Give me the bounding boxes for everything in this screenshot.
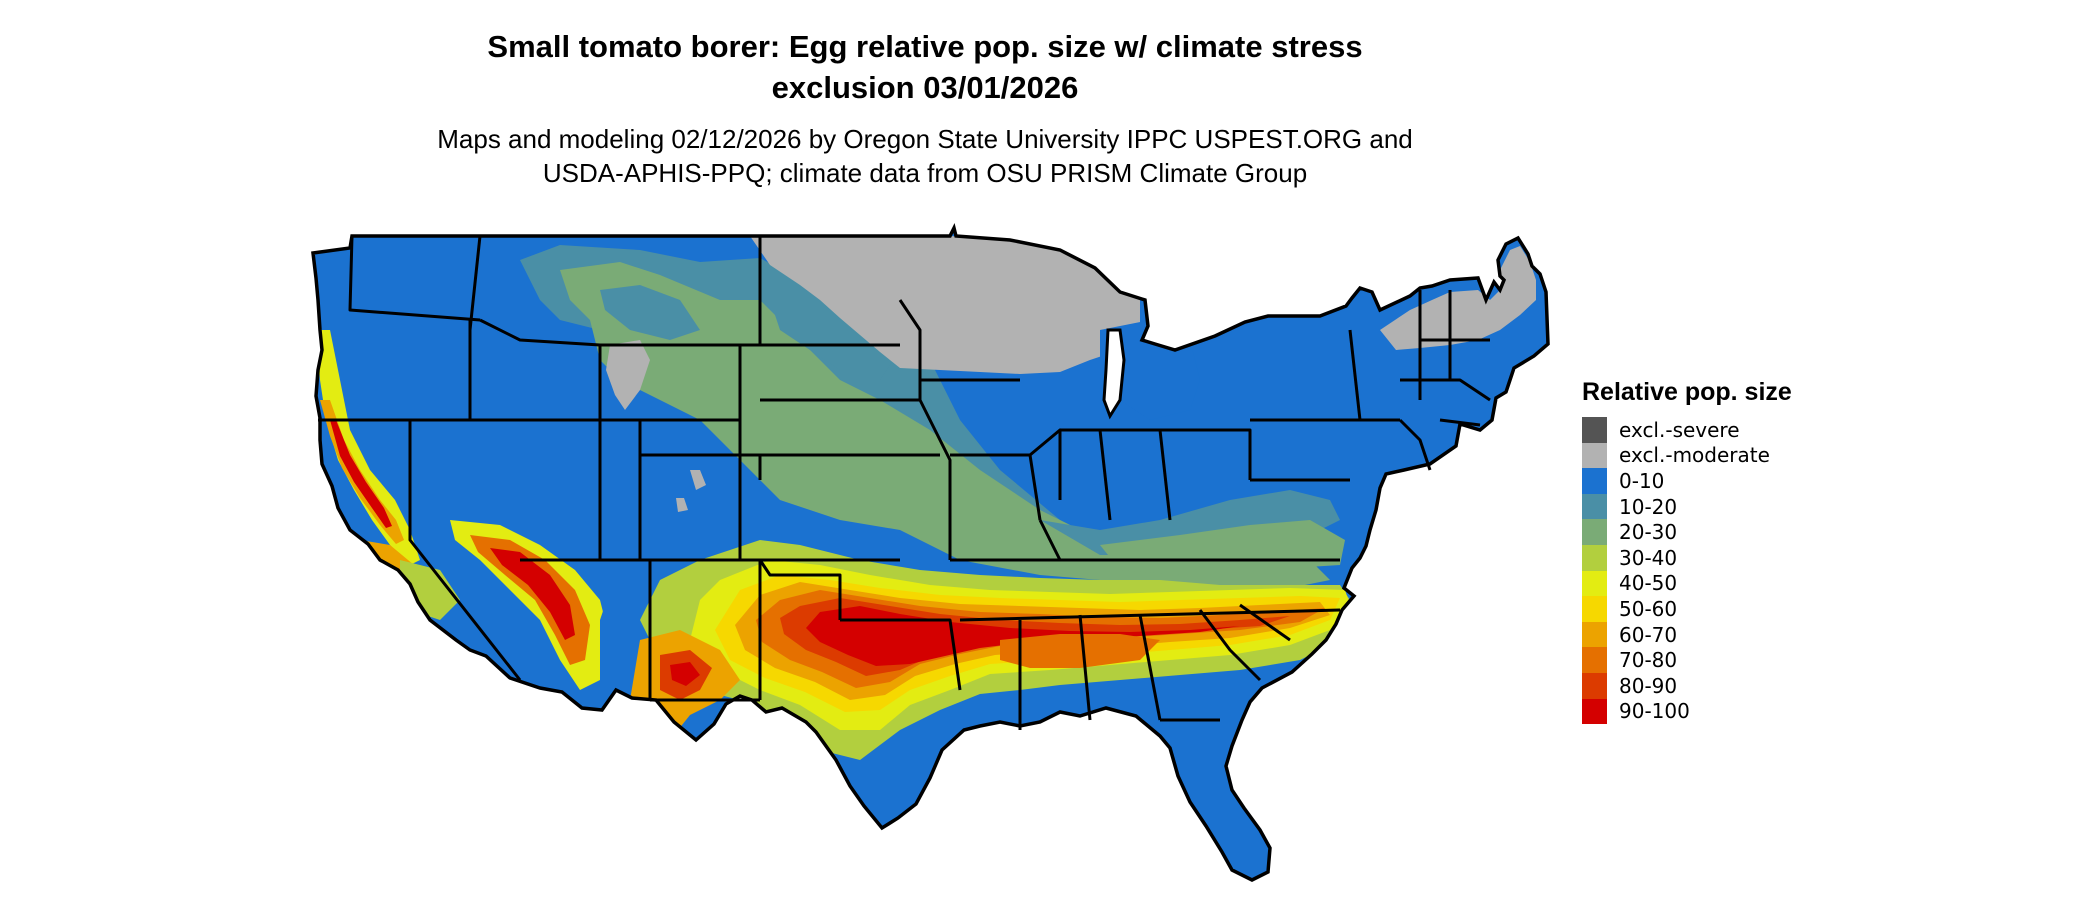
legend: Relative pop. size excl.-severe excl.-mod… [1582, 378, 1792, 724]
legend-swatch [1582, 519, 1607, 545]
legend-swatch [1582, 673, 1607, 699]
legend-swatch [1582, 647, 1607, 673]
legend-label: 80-90 [1619, 674, 1677, 698]
legend-label: 50-60 [1619, 597, 1677, 621]
legend-label: 20-30 [1619, 520, 1677, 544]
legend-swatch [1582, 443, 1607, 469]
legend-item: 30-40 [1582, 545, 1792, 571]
legend-label: 90-100 [1619, 699, 1690, 723]
legend-item: 90-100 [1582, 699, 1792, 725]
legend-title: Relative pop. size [1582, 378, 1792, 407]
legend-swatch [1582, 494, 1607, 520]
legend-swatch [1582, 571, 1607, 597]
legend-item: 60-70 [1582, 622, 1792, 648]
map-title-line1: Small tomato borer: Egg relative pop. si… [0, 26, 1850, 67]
legend-swatch [1582, 699, 1607, 725]
legend-item: excl.-severe [1582, 417, 1792, 443]
legend-swatch [1582, 545, 1607, 571]
legend-swatch [1582, 468, 1607, 494]
legend-label: 70-80 [1619, 648, 1677, 672]
legend-item: 80-90 [1582, 673, 1792, 699]
map-subtitle-line1: Maps and modeling 02/12/2026 by Oregon S… [0, 122, 1850, 156]
legend-item: 10-20 [1582, 494, 1792, 520]
legend-label: 10-20 [1619, 495, 1677, 519]
legend-item: 0-10 [1582, 468, 1792, 494]
legend-label: excl.-moderate [1619, 443, 1770, 467]
legend-label: 40-50 [1619, 571, 1677, 595]
legend-swatch [1582, 596, 1607, 622]
legend-swatch [1582, 417, 1607, 443]
legend-item: 50-60 [1582, 596, 1792, 622]
map-title: Small tomato borer: Egg relative pop. si… [0, 26, 1850, 108]
legend-item: 70-80 [1582, 647, 1792, 673]
map-subtitle: Maps and modeling 02/12/2026 by Oregon S… [0, 122, 1850, 190]
legend-swatch [1582, 622, 1607, 648]
legend-item: 40-50 [1582, 571, 1792, 597]
legend-item: excl.-moderate [1582, 443, 1792, 469]
legend-item: 20-30 [1582, 519, 1792, 545]
legend-label: excl.-severe [1619, 418, 1740, 442]
map-title-line2: exclusion 03/01/2026 [0, 67, 1850, 108]
legend-label: 0-10 [1619, 469, 1664, 493]
legend-label: 60-70 [1619, 623, 1677, 647]
map-subtitle-line2: USDA-APHIS-PPQ; climate data from OSU PR… [0, 156, 1850, 190]
legend-label: 30-40 [1619, 546, 1677, 570]
us-risk-map [300, 222, 1560, 902]
legend-items: excl.-severe excl.-moderate 0-10 10-20 20-30… [1582, 417, 1792, 724]
